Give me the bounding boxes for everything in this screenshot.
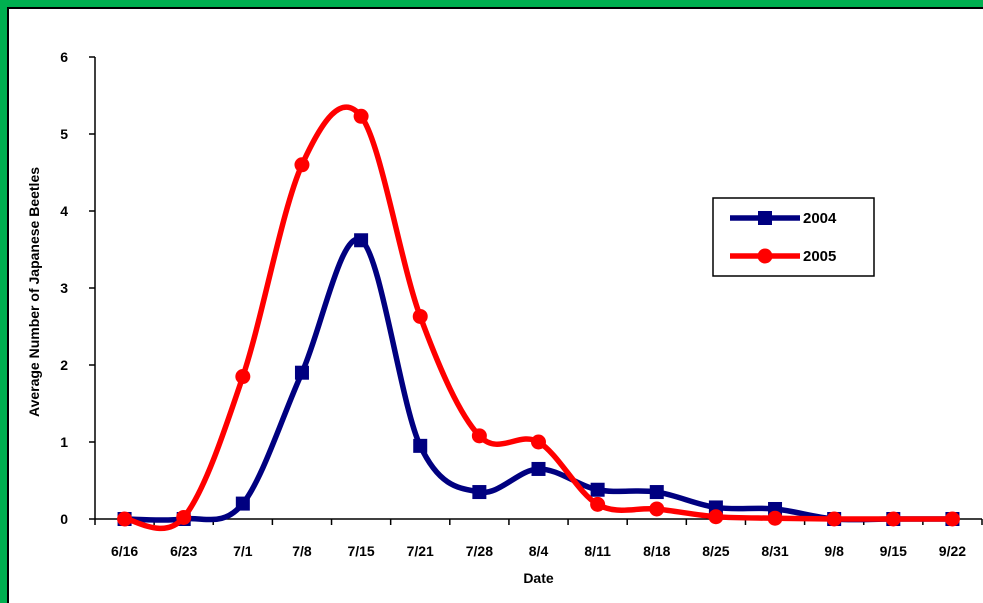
data-point-2005: [708, 509, 724, 525]
x-tick-label: 9/8: [824, 543, 844, 559]
x-tick-label: 8/31: [761, 543, 788, 559]
x-axis-title: Date: [523, 570, 554, 586]
legend-marker: [757, 248, 773, 264]
data-point-2005: [235, 369, 251, 385]
data-point-2005: [117, 511, 133, 527]
legend: 2004 2005: [712, 197, 875, 277]
y-tick-label: 4: [60, 203, 68, 219]
data-point-2004: [649, 485, 664, 500]
data-point-2005: [412, 308, 428, 324]
legend-item-2005: 2005: [730, 248, 836, 265]
y-tick-label: 6: [60, 49, 68, 65]
y-axis-title: Average Number of Japanese Beetles: [26, 167, 42, 417]
x-tick-label: 8/11: [584, 543, 611, 559]
x-ticks: 6/16 6/23 7/1 7/8 7/15 7/21 7/28 8/4 8/11 8/18 8/2…: [94, 519, 983, 559]
y-tick-label: 2: [60, 357, 68, 373]
x-tick-label: 6/23: [170, 543, 197, 559]
data-point-2004: [413, 438, 428, 453]
data-point-2005: [294, 157, 310, 173]
data-point-2005: [826, 511, 842, 527]
x-tick-label: 7/15: [347, 543, 374, 559]
data-point-2004: [235, 496, 250, 511]
x-tick-label: 6/16: [111, 543, 138, 559]
legend-marker: [758, 211, 772, 225]
x-tick-label: 7/21: [407, 543, 434, 559]
data-point-2004: [531, 461, 546, 476]
legend-box: [712, 197, 875, 277]
x-tick-label: 8/25: [702, 543, 729, 559]
data-point-2005: [944, 511, 960, 527]
legend-items: 2004 2005: [730, 210, 837, 265]
series-2005: [117, 104, 960, 532]
data-point-2004: [472, 485, 487, 500]
data-point-2005: [176, 509, 192, 525]
x-tick-label: 7/8: [292, 543, 312, 559]
data-point-2005: [590, 496, 606, 512]
legend-label: 2004: [803, 210, 837, 227]
x-tick-label: 9/22: [939, 543, 966, 559]
data-point-2005: [353, 108, 369, 124]
x-tick-label: 7/28: [466, 543, 493, 559]
x-tick-label: 8/4: [529, 543, 549, 559]
data-point-2005: [531, 434, 546, 450]
legend-item-2004: 2004: [730, 210, 837, 227]
y-ticks: 0 1 2 3 4 5 6: [60, 49, 95, 527]
x-tick-label: 7/1: [233, 543, 253, 559]
data-point-2005: [471, 428, 487, 444]
data-point-2005: [649, 501, 665, 517]
y-tick-label: 3: [60, 280, 68, 296]
series-layer: [117, 104, 960, 532]
x-tick-label: 9/15: [880, 543, 907, 559]
y-tick-label: 5: [60, 126, 68, 142]
data-point-2004: [354, 233, 369, 248]
data-point-2004: [590, 482, 605, 497]
chart-area: [7, 7, 983, 603]
y-tick-label: 1: [60, 434, 68, 450]
data-point-2004: [294, 365, 309, 380]
data-point-2005: [885, 511, 901, 527]
legend-label: 2005: [803, 248, 836, 265]
y-tick-label: 0: [60, 511, 68, 527]
data-point-2005: [767, 510, 783, 526]
x-tick-label: 8/18: [643, 543, 670, 559]
axes: 0 1 2 3 4 5 6 6/16 6/23 7/1 7/8 7/15 7/21 7/28 8/4 8/1…: [60, 49, 983, 559]
